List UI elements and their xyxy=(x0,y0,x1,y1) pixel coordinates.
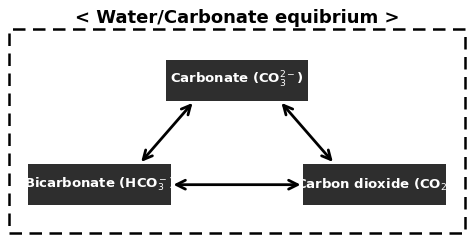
Text: Bicarbonate (HCO$_3^-$): Bicarbonate (HCO$_3^-$) xyxy=(24,176,175,193)
Text: Carbonate (CO$_3^{2-}$): Carbonate (CO$_3^{2-}$) xyxy=(170,70,304,90)
Bar xyxy=(9,29,465,233)
Bar xyxy=(303,164,446,205)
Text: < Water/Carbonate equibrium >: < Water/Carbonate equibrium > xyxy=(75,9,399,27)
Text: Carbon dioxide (CO$_2$): Carbon dioxide (CO$_2$) xyxy=(296,177,453,193)
Bar xyxy=(28,164,171,205)
Bar xyxy=(166,60,308,101)
